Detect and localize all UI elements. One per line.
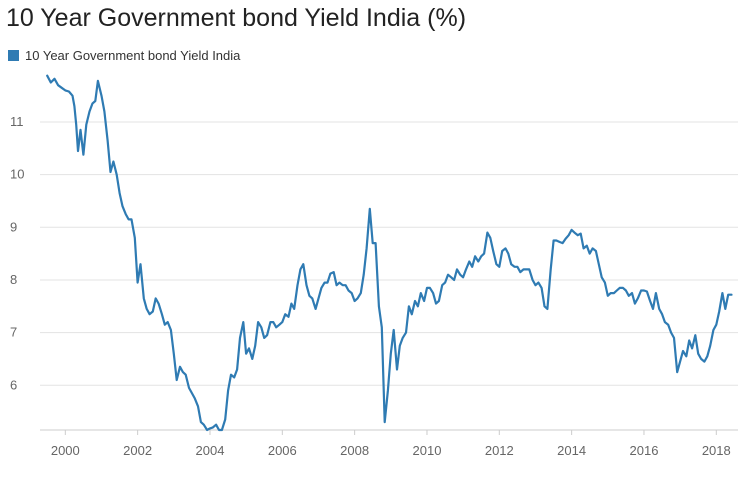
x-tick-label-2008: 2008 [340,443,369,458]
x-tick-label-2014: 2014 [557,443,586,458]
legend-swatch [8,50,19,61]
chart-title: 10 Year Government bond Yield India (%) [6,4,467,32]
y-tick-label-7: 7 [10,325,17,340]
x-tick-label-2012: 2012 [485,443,514,458]
legend-label: 10 Year Government bond Yield India [25,48,241,63]
y-tick-label-11: 11 [10,114,24,129]
y-tick-label-9: 9 [10,219,17,234]
x-tick-label-2018: 2018 [702,443,731,458]
series-line-0 [46,74,733,432]
x-tick-label-2004: 2004 [196,443,225,458]
x-tick-label-2006: 2006 [268,443,297,458]
y-tick-label-6: 6 [10,377,17,392]
x-tick-label-2016: 2016 [630,443,659,458]
legend: 10 Year Government bond Yield India [8,48,240,63]
x-tick-label-2010: 2010 [413,443,442,458]
x-tick-label-2002: 2002 [123,443,152,458]
y-tick-label-8: 8 [10,272,17,287]
y-tick-label-10: 10 [10,167,24,182]
x-tick-label-2000: 2000 [51,443,80,458]
